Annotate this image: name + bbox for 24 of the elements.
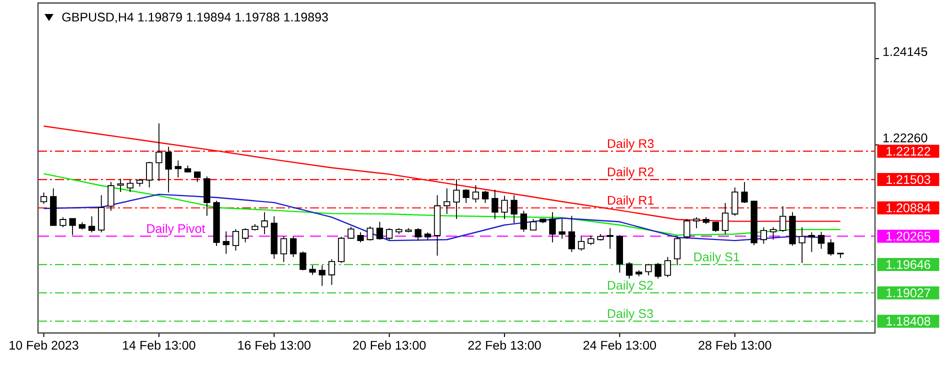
y-tick-label: 1.22260 [883,133,928,142]
y2-tick-label: 1.19646 [886,260,930,269]
ref-line-label: Daily S2 [608,280,653,292]
x-tick-label: 24 Feb 13:00 [583,340,656,350]
ref-line-label: Daily S1 [694,252,740,264]
y2-tick-label: 1.20265 [886,232,930,241]
x-tick-label: 10 Feb 2023 [10,340,78,350]
text: GBPUSD,H4 1.19879 1.19894 1.19788 1.19893 [62,12,328,24]
y-tick-label: 1.24145 [883,47,928,56]
ref-line-label: Daily R1 [608,196,654,208]
x-tick-label: 20 Feb 13:00 [353,340,426,350]
x-tick-label: 14 Feb 13:00 [123,340,196,350]
y2-tick-label: 1.21503 [886,175,930,184]
y2-tick-label: 1.19027 [886,288,930,298]
y2-tick-label: 1.22122 [886,146,930,156]
x-tick-label: 22 Feb 13:00 [468,340,541,350]
ref-line-label: Daily S3 [608,308,653,320]
y2-tick-label: 1.18408 [886,316,930,326]
x-tick-label: 16 Feb 13:00 [238,340,310,350]
y2-tick-label: 1.20884 [886,203,930,212]
ref-line-label: Daily R3 [608,138,654,150]
x-tick-label: 28 Feb 13:00 [698,340,772,350]
ref-line-label: Daily R2 [608,167,654,179]
ref-line-label: Daily Pivot [147,224,206,236]
